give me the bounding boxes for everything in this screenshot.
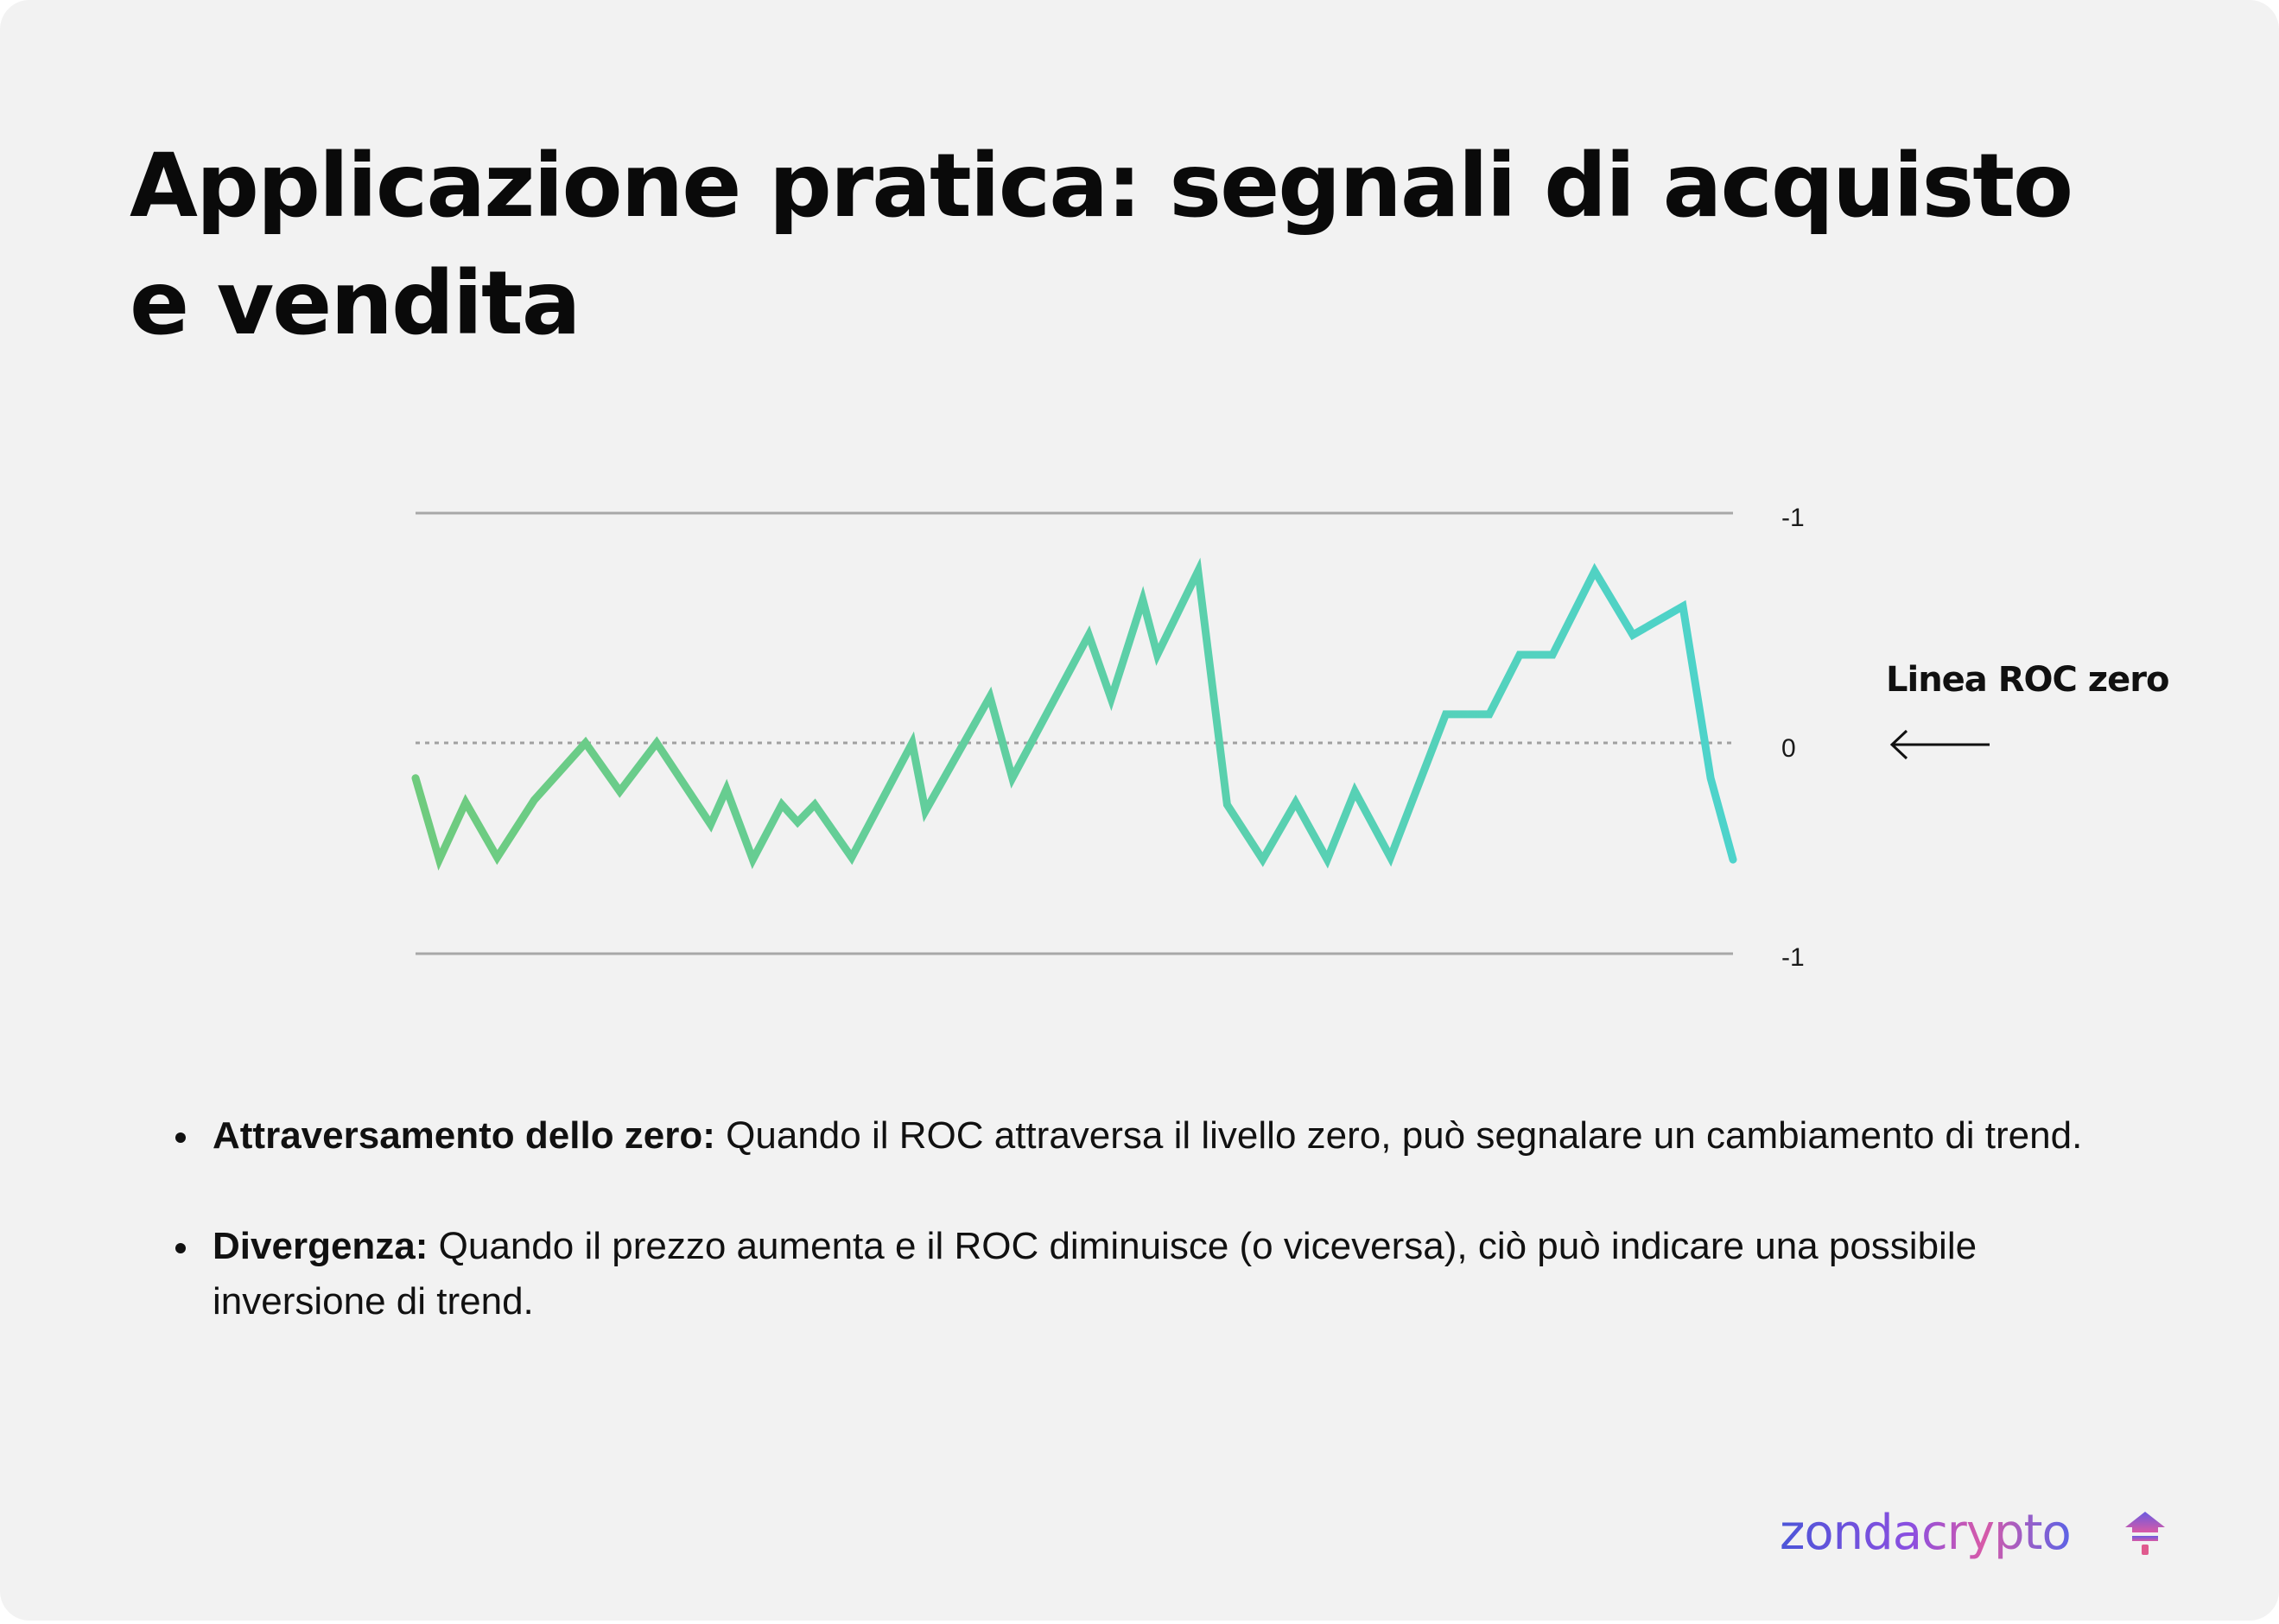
y-tick-label-bottom: -1 xyxy=(1781,943,1805,972)
bullet-zero-crossing: Attraversamento dello zero: Quando il RO… xyxy=(168,1108,2121,1164)
y-tick-label-top: -1 xyxy=(1781,504,1805,532)
brand-logo: zondacrypto xyxy=(1780,1505,2072,1561)
bullet-text: Quando il ROC attraversa il livello zero… xyxy=(714,1114,2083,1157)
zonda-logo-icon xyxy=(2125,1512,2165,1555)
bullet-term: Attraversamento dello zero: xyxy=(213,1114,715,1157)
bullet-dot xyxy=(175,1132,186,1143)
roc-series-line xyxy=(411,557,1737,871)
bullet-list: Attraversamento dello zero: Quando il RO… xyxy=(168,1108,2121,1385)
bullet-dot xyxy=(175,1243,186,1253)
bullet-divergence: Divergenza: Quando il prezzo aumenta e i… xyxy=(168,1219,2121,1329)
bullet-text: Quando il prezzo aumenta e il ROC diminu… xyxy=(213,1225,1977,1323)
zero-line-annotation: Linea ROC zero xyxy=(1886,660,2168,700)
page-title: Applicazione pratica: segnali di acquist… xyxy=(130,135,2073,355)
y-tick-label-zero: 0 xyxy=(1781,734,1796,763)
left-arrow-icon xyxy=(1889,729,1990,760)
bullet-term: Divergenza: xyxy=(213,1225,429,1267)
